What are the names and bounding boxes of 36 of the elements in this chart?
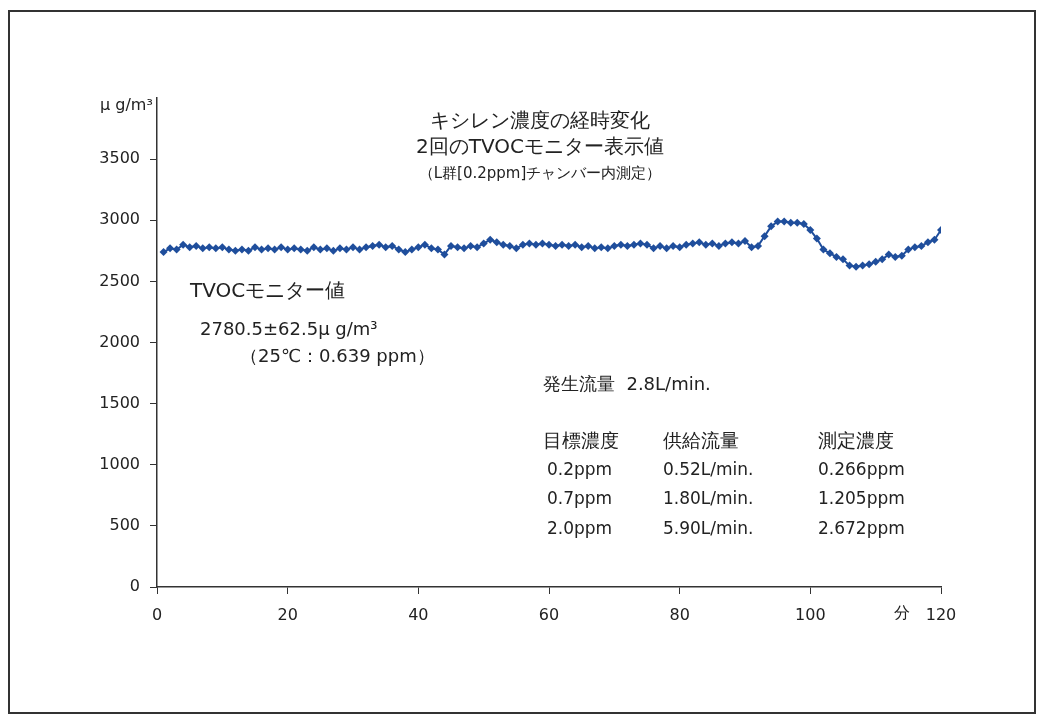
- annotation: TVOCモニター値: [189, 278, 346, 303]
- annotation: （L群[0.2ppm]チャンバー内測定）: [418, 163, 662, 182]
- text: キシレン濃度の経時変化: [430, 108, 650, 133]
- x-tick-label: 0: [151, 604, 163, 624]
- annotation: 2.0ppm: [547, 518, 613, 539]
- annotation: 5.90L/min.: [663, 518, 754, 539]
- y-axis-title: μ g/m³: [100, 95, 153, 115]
- y-tick-label: 2000: [99, 331, 140, 351]
- annotation: 測定濃度: [818, 428, 894, 451]
- y-tick-label: 1500: [99, 392, 140, 412]
- annotation: 2.672ppm: [818, 518, 905, 539]
- y-tick-label: 1000: [99, 453, 140, 473]
- annotation: 0.266ppm: [818, 459, 905, 480]
- annotation: 0.2ppm: [547, 459, 613, 480]
- annotation: 1.205ppm: [818, 488, 905, 509]
- y-tick-label: 3000: [99, 209, 140, 229]
- x-tick-label: 100: [795, 604, 826, 624]
- y-tick-label: 0: [129, 576, 140, 596]
- x-tick-label: 40: [408, 604, 429, 624]
- annotation: 2780.5±62.5μ g/m³: [200, 317, 378, 339]
- y-tick-label: 2500: [99, 270, 140, 290]
- x-axis-title: 分: [894, 603, 910, 623]
- annotation: 0.52L/min.: [663, 459, 754, 480]
- text: 2回のTVOCモニター表示値: [416, 134, 664, 159]
- annotation: 0.7ppm: [547, 488, 613, 509]
- annotation: 目標濃度: [543, 428, 619, 451]
- x-tick-label: 120: [925, 604, 957, 624]
- x-tick-label: 80: [669, 604, 690, 624]
- annotation: 発生流量 2.8L/min.: [543, 372, 711, 394]
- y-tick-label: 500: [109, 515, 140, 535]
- x-tick-label: 20: [277, 604, 298, 624]
- x-tick-label: 60: [538, 604, 560, 624]
- annotation: 供給流量: [663, 428, 739, 451]
- y-tick-label: 3500: [99, 148, 140, 168]
- annotation: 1.80L/min.: [663, 488, 754, 509]
- annotation: （25℃：0.639 ppm）: [240, 344, 435, 366]
